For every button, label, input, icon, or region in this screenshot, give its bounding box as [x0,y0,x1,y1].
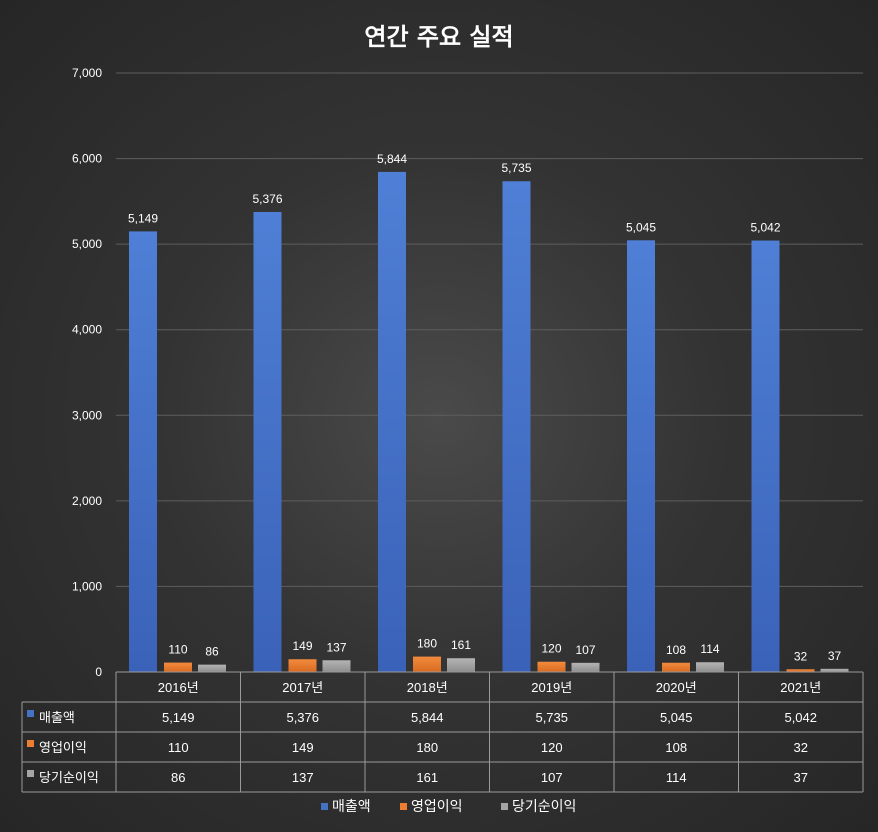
legend-key [400,803,407,810]
chart-title: 연간 주요 실적 [364,23,513,51]
data-label: 107 [575,643,595,657]
data-label: 110 [168,643,187,657]
data-label: 5,376 [252,192,282,206]
table-cell: 180 [416,740,438,755]
table-cell: 37 [794,770,808,785]
category-label: 2021년 [780,680,821,695]
data-label: 32 [794,649,808,663]
bar-net-income [696,662,724,672]
bar-sales [502,181,531,672]
legend-label: 당기순이익 [512,799,576,815]
table-cell: 5,045 [660,710,693,725]
bar-sales [751,240,780,672]
bar-net-income [447,658,475,672]
table-cell: 107 [541,770,563,785]
y-tick-label: 2,000 [72,494,102,508]
table-row-label: 매출액 [39,710,75,725]
legend-key [501,803,508,810]
table-row-label: 당기순이익 [39,770,99,785]
data-label: 5,045 [626,220,656,234]
table-legend-key [27,770,34,777]
table-cell: 114 [666,770,687,785]
table-cell: 5,844 [411,710,444,725]
table-cell: 86 [171,770,185,785]
bar-net-income [571,662,600,672]
bar-net-income [198,664,226,672]
bar-operating-profit [786,669,815,672]
y-tick-label: 5,000 [72,237,102,251]
data-label: 180 [417,637,437,651]
table-cell: 149 [292,740,314,755]
bar-operating-profit [537,661,566,672]
table-legend-key [27,710,34,717]
data-label: 5,149 [128,211,158,225]
y-tick-label: 0 [95,665,102,679]
data-label: 120 [541,642,561,656]
legend-key [321,803,328,810]
data-label: 161 [451,638,471,652]
bar-net-income [322,660,351,672]
data-label: 137 [326,640,346,654]
bar-operating-profit [288,659,317,672]
category-label: 2018년 [407,680,448,695]
table-legend-key [27,740,34,747]
bar-sales [253,211,282,672]
y-tick-label: 1,000 [72,579,102,593]
category-label: 2016년 [158,680,199,695]
bar-operating-profit [413,656,441,672]
table-cell: 32 [794,740,808,755]
table-cell: 5,735 [535,710,568,725]
y-tick-label: 4,000 [72,323,102,337]
data-label: 86 [205,645,219,659]
table-cell: 5,042 [784,710,817,725]
data-label: 5,844 [377,152,407,166]
bar-net-income [820,668,849,672]
bar-operating-profit [662,662,690,672]
bar-sales [129,231,157,673]
data-label: 149 [292,639,312,653]
table-cell: 5,376 [286,710,319,725]
data-label: 5,735 [501,161,531,175]
legend-label: 영업이익 [411,799,463,815]
bar-operating-profit [164,662,192,672]
table-row-label: 영업이익 [39,740,87,755]
y-tick-label: 6,000 [72,152,102,166]
category-label: 2019년 [531,680,572,695]
table-cell: 120 [541,740,563,755]
table-cell: 110 [168,740,189,755]
bar-sales [378,171,406,672]
table-cell: 108 [665,740,687,755]
category-label: 2017년 [282,680,323,695]
table-cell: 161 [416,770,438,785]
table-cell: 137 [292,770,314,785]
y-tick-label: 3,000 [72,408,102,422]
data-label: 5,042 [750,221,780,235]
bar-sales [627,240,655,672]
data-label: 114 [700,642,719,656]
category-label: 2020년 [656,680,697,695]
table-cell: 5,149 [162,710,195,725]
y-tick-label: 7,000 [72,66,102,80]
data-label: 37 [828,649,842,663]
legend-label: 매출액 [332,799,371,815]
data-label: 108 [666,643,686,657]
